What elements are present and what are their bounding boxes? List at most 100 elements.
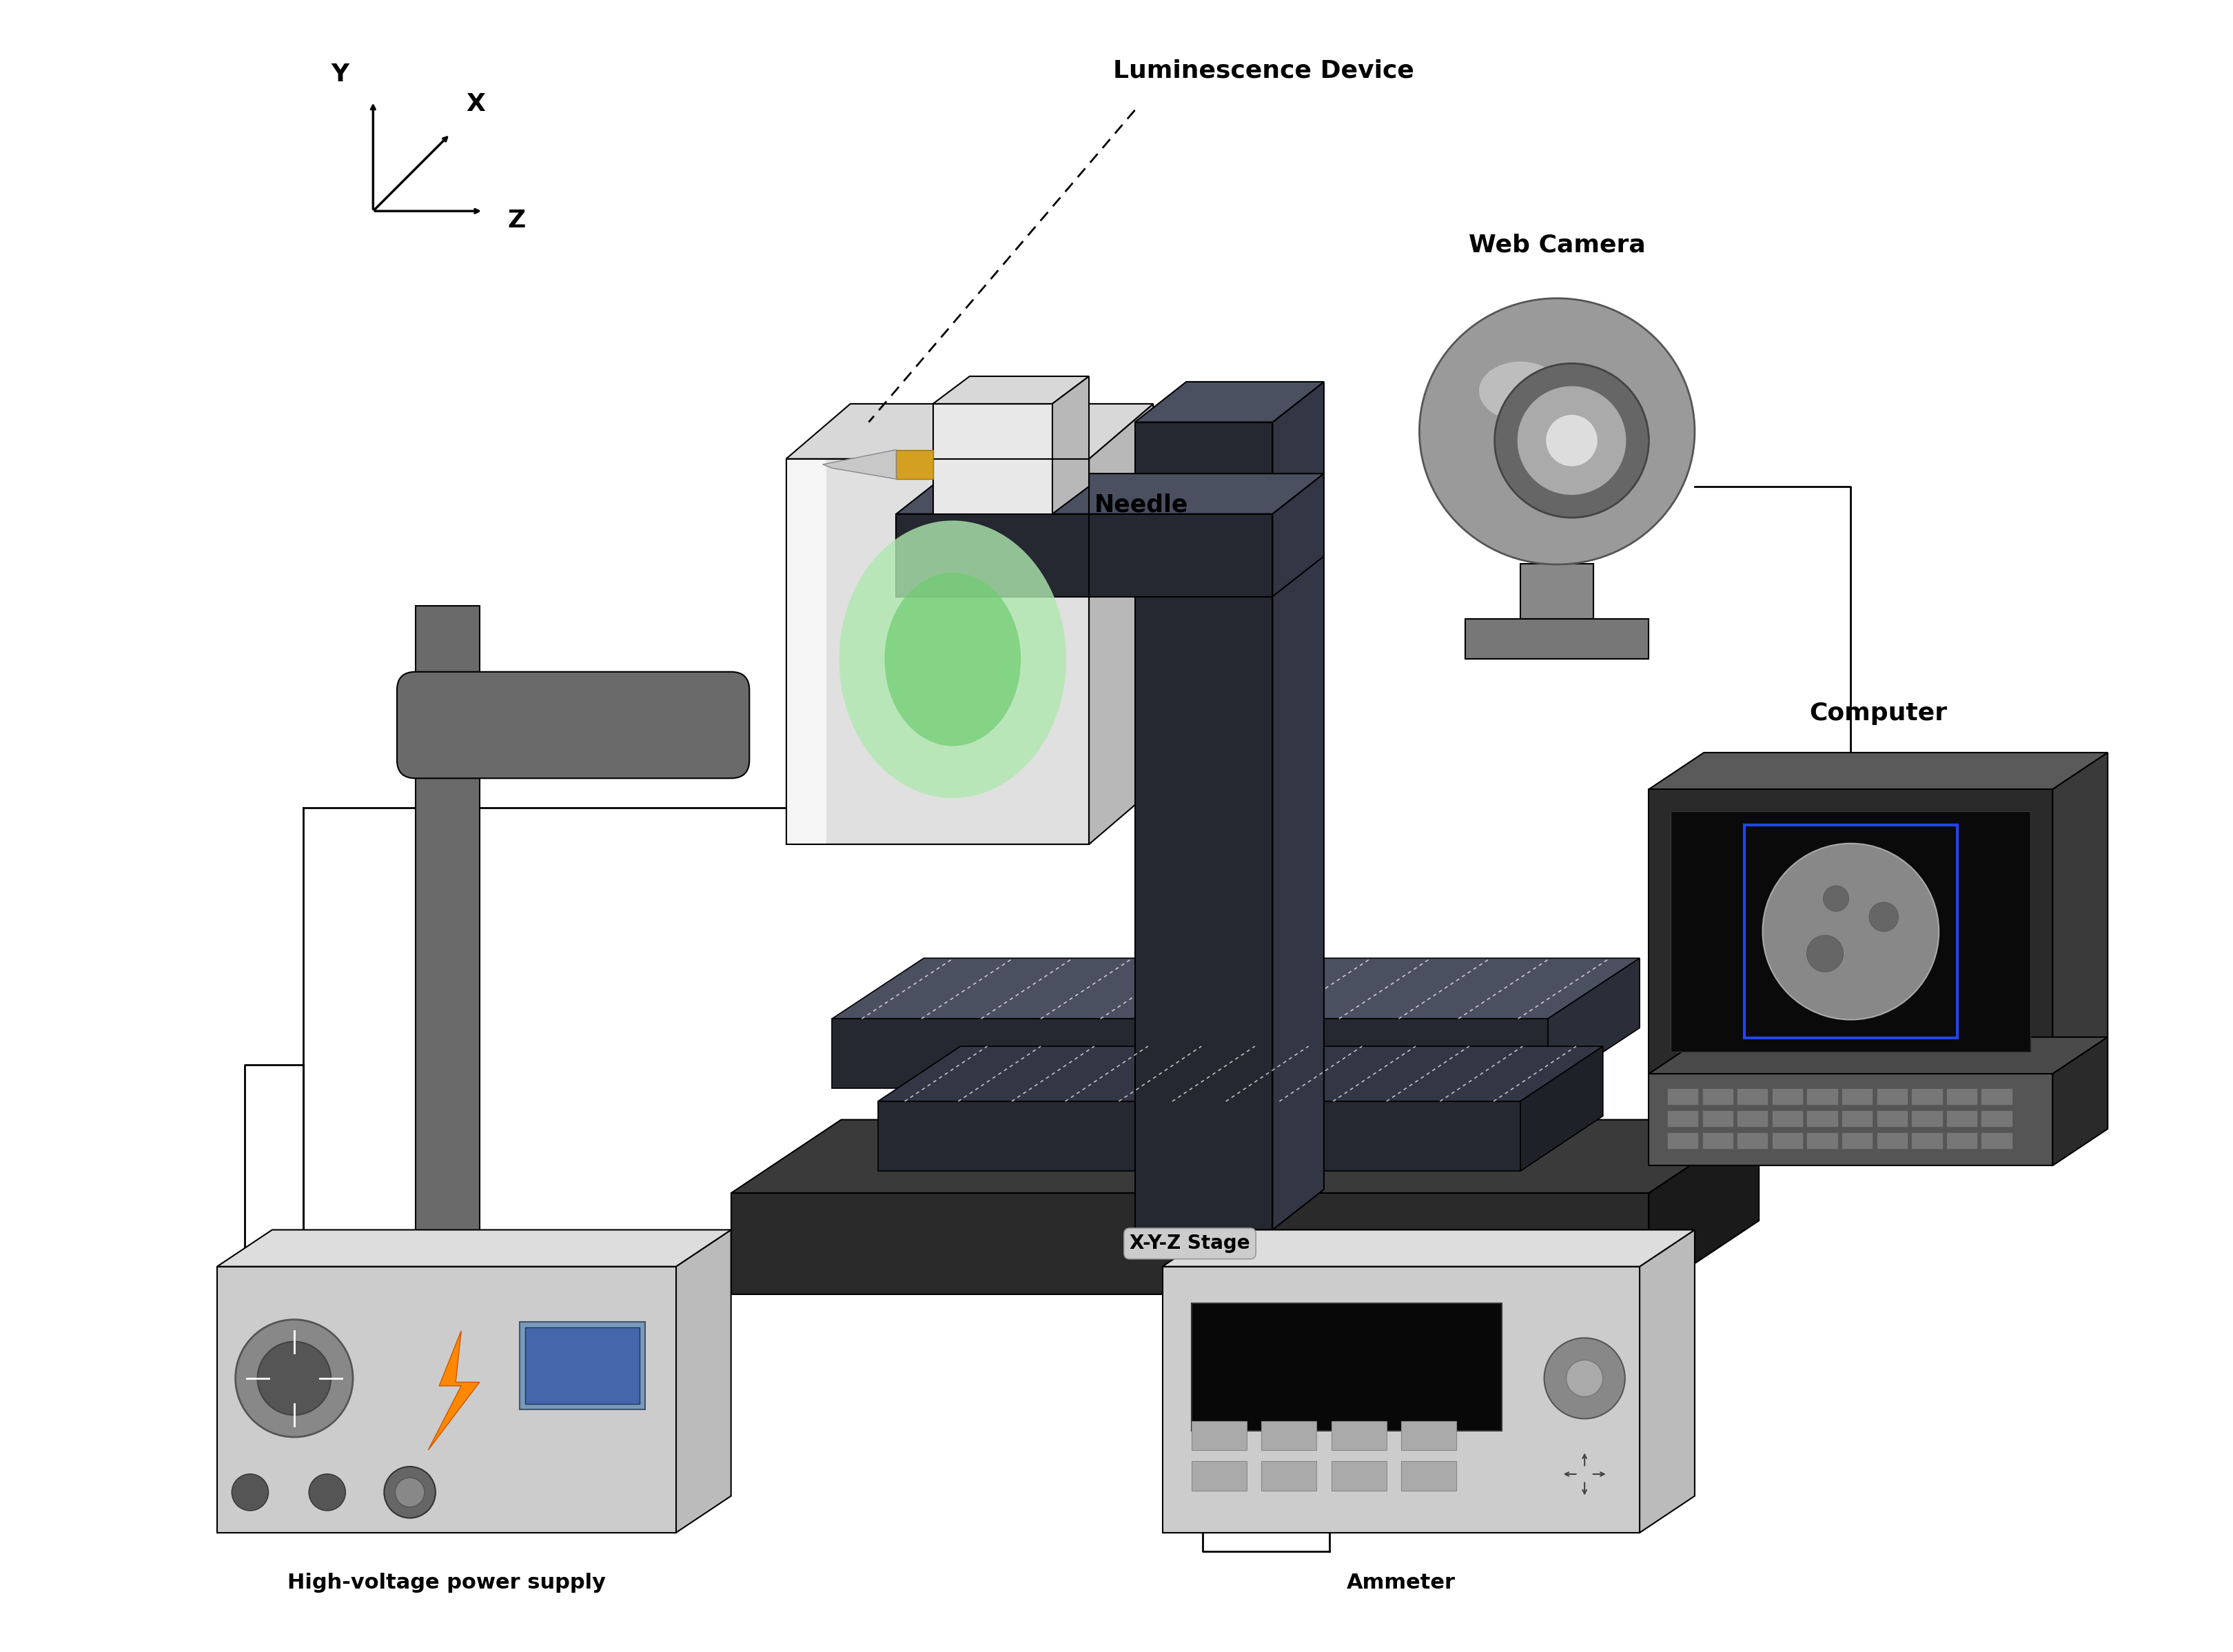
Polygon shape [1648,790,2052,1074]
Polygon shape [1771,1089,1802,1105]
Text: X-Y-Z Stage: X-Y-Z Stage [1130,1234,1250,1254]
Polygon shape [730,1193,1648,1294]
Polygon shape [878,1102,1521,1171]
Polygon shape [1771,1133,1802,1150]
Text: Web Camera: Web Camera [1469,233,1646,258]
Polygon shape [1134,423,1273,1229]
Circle shape [1822,885,1849,912]
Circle shape [257,1341,330,1416]
Polygon shape [1737,1110,1769,1127]
Text: Luminescence Device: Luminescence Device [1112,59,1413,83]
Polygon shape [1163,1229,1695,1267]
Text: Ammeter: Ammeter [1346,1573,1456,1593]
Polygon shape [1737,1089,1769,1105]
Polygon shape [933,377,1090,403]
Polygon shape [1192,1462,1246,1490]
Polygon shape [1465,618,1648,659]
Ellipse shape [1420,299,1695,565]
Polygon shape [1400,1421,1456,1450]
Polygon shape [822,449,895,479]
Polygon shape [833,958,1639,1019]
Polygon shape [1273,474,1324,596]
Polygon shape [833,1019,1547,1089]
Ellipse shape [840,520,1065,798]
Polygon shape [1842,1133,1873,1150]
Polygon shape [895,514,1273,596]
Polygon shape [895,474,1324,514]
Polygon shape [415,606,480,1267]
Polygon shape [1668,1110,1699,1127]
Text: Computer: Computer [1809,702,1947,725]
Polygon shape [1273,382,1324,1229]
Polygon shape [2052,753,2108,1074]
Polygon shape [217,1267,677,1533]
Polygon shape [1947,1089,1978,1105]
Polygon shape [1911,1133,1943,1150]
Polygon shape [1737,1133,1769,1150]
Polygon shape [1981,1133,2012,1150]
Polygon shape [1192,1421,1246,1450]
Polygon shape [217,1229,730,1267]
Polygon shape [786,459,826,844]
Polygon shape [1052,377,1090,514]
Circle shape [1516,385,1628,496]
Polygon shape [1648,753,2108,790]
Polygon shape [786,459,1090,844]
Text: X: X [467,93,485,116]
Polygon shape [1876,1110,1907,1127]
Polygon shape [1648,1074,2052,1166]
Polygon shape [895,449,933,479]
Polygon shape [1331,1421,1387,1450]
Circle shape [1494,363,1648,517]
Polygon shape [525,1327,639,1404]
Circle shape [1869,902,1898,932]
Polygon shape [878,1046,1603,1102]
Polygon shape [677,1229,730,1533]
Polygon shape [1702,1110,1733,1127]
Polygon shape [290,1318,657,1336]
Polygon shape [429,1332,480,1450]
Text: Y: Y [330,63,348,86]
Polygon shape [730,1120,1760,1193]
Circle shape [234,1320,353,1437]
Circle shape [232,1474,268,1510]
Polygon shape [520,1322,645,1409]
Polygon shape [1547,958,1639,1089]
Polygon shape [933,403,1052,514]
Circle shape [384,1467,435,1518]
Polygon shape [1668,1089,1699,1105]
Polygon shape [1947,1133,1978,1150]
Circle shape [1545,1338,1626,1419]
Circle shape [308,1474,346,1510]
Polygon shape [1981,1089,2012,1105]
Polygon shape [1163,1267,1639,1533]
Polygon shape [1702,1089,1733,1105]
Polygon shape [1876,1089,1907,1105]
Polygon shape [1090,403,1152,844]
Polygon shape [1947,1110,1978,1127]
Polygon shape [1911,1089,1943,1105]
Polygon shape [2052,1037,2108,1166]
Polygon shape [281,1267,648,1318]
Polygon shape [1134,382,1324,423]
Circle shape [1806,935,1844,971]
Polygon shape [1648,1037,2108,1074]
Polygon shape [1702,1133,1733,1150]
Polygon shape [1639,1229,1695,1533]
Polygon shape [1670,811,2030,1052]
Polygon shape [1911,1110,1943,1127]
Polygon shape [1981,1110,2012,1127]
Polygon shape [1521,563,1594,618]
Polygon shape [1876,1133,1907,1150]
Circle shape [1545,415,1597,466]
Text: High-voltage power supply: High-voltage power supply [288,1573,605,1593]
Polygon shape [1842,1089,1873,1105]
Polygon shape [1668,1133,1699,1150]
Polygon shape [1262,1421,1317,1450]
Polygon shape [1771,1110,1802,1127]
Polygon shape [786,403,1152,459]
FancyBboxPatch shape [397,672,750,778]
Polygon shape [1331,1462,1387,1490]
Polygon shape [1806,1133,1838,1150]
Circle shape [1762,844,1938,1019]
